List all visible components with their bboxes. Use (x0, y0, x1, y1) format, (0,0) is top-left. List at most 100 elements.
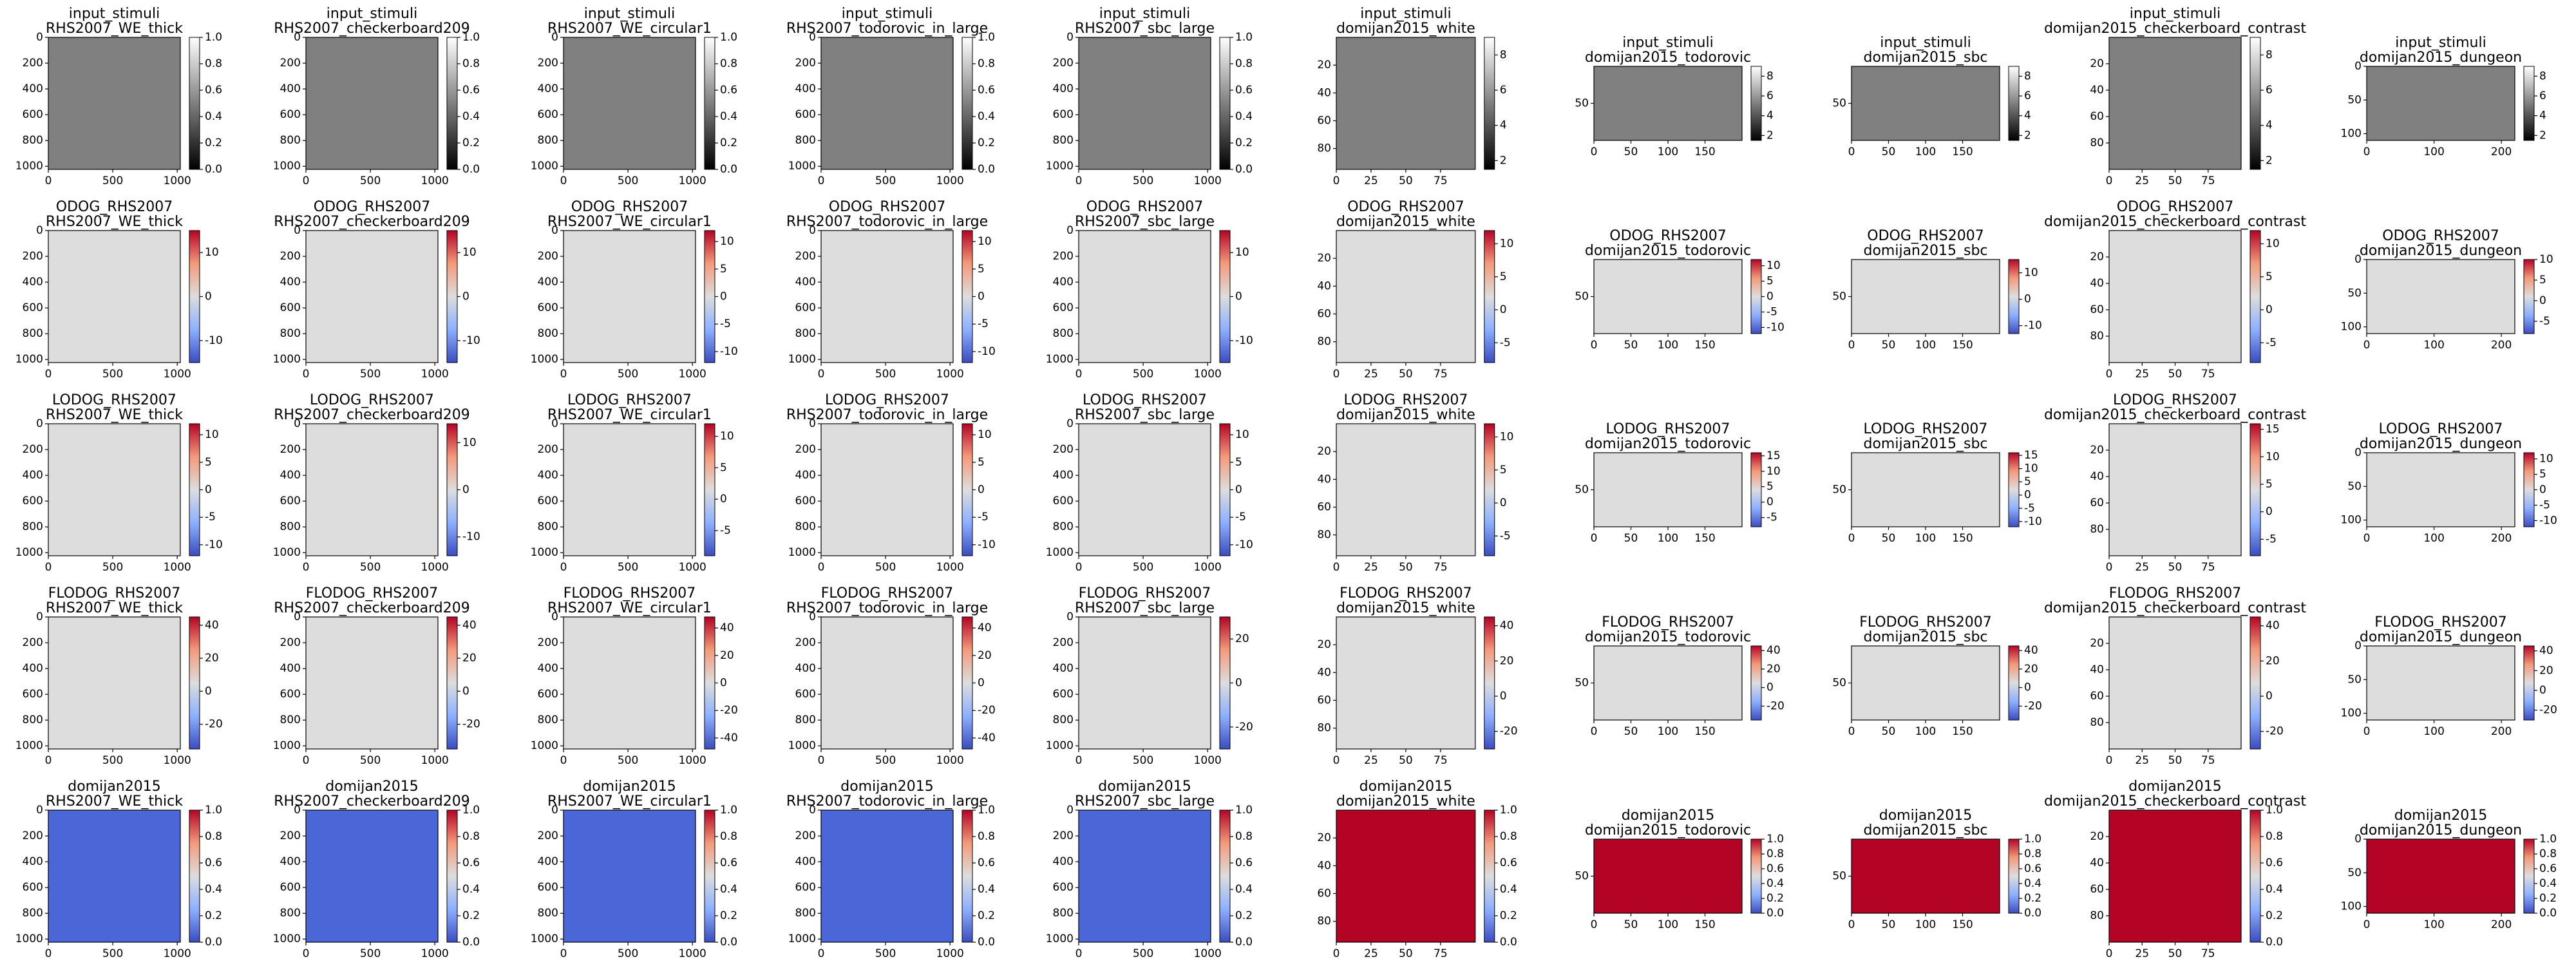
colorbar-tick-label: 2 (2024, 129, 2031, 142)
colorbar-tick-label: 5 (1766, 275, 1774, 288)
x-tick-label: 75 (1434, 175, 1448, 187)
y-tick-label: 200 (538, 636, 558, 649)
colorbar-tick-label: 0.6 (205, 857, 222, 869)
x-tick-label: 1000 (164, 561, 191, 574)
colorbar-tick-label: 0.4 (978, 110, 995, 123)
colorbar-tick-label: 0.2 (462, 909, 480, 922)
colorbar-tick-label: 5 (2539, 274, 2546, 287)
colorbar (446, 37, 458, 170)
colorbar-tick-label: 20 (978, 649, 992, 662)
colorbar-tick-label: 10 (1235, 428, 1249, 441)
x-tick-label: 500 (875, 368, 896, 381)
y-tick-label: 400 (1053, 276, 1074, 289)
y-tick-label: 80 (2090, 137, 2104, 149)
x-tick-label: 1000 (421, 175, 449, 187)
colorbar-tick-label: 0.0 (205, 936, 222, 949)
colorbar-tick-label: 0.4 (2539, 877, 2557, 890)
y-tick-label: 20 (2090, 637, 2104, 650)
y-tick-label: 20 (1317, 831, 1331, 844)
x-tick-label: 1000 (936, 754, 964, 767)
colorbar-tick-label: -10 (462, 531, 480, 544)
y-tick-label: 400 (1053, 82, 1074, 95)
colorbar-tick-label: 0.6 (1500, 857, 1517, 869)
colorbar-tick-label: 0 (2266, 303, 2273, 316)
colorbar-tick-label: -20 (978, 704, 996, 717)
y-tick-label: 800 (280, 714, 301, 726)
panel-title: RHS2007_WE_circular1 (547, 600, 712, 616)
image (820, 230, 954, 363)
image (48, 423, 181, 556)
y-tick-label: 1000 (788, 739, 816, 752)
x-tick-label: 0 (45, 947, 52, 960)
x-tick-label: 0 (45, 368, 52, 381)
panel-title: LODOG_RHS2007 (52, 392, 176, 408)
x-tick-label: 75 (1434, 754, 1448, 767)
colorbar (446, 423, 458, 556)
colorbar-tick-label: 0.6 (2266, 857, 2283, 869)
colorbar-tick-label: 20 (2266, 654, 2280, 667)
panel-title: FLODOG_RHS2007 (306, 585, 439, 601)
colorbar (1750, 452, 1762, 527)
panel-title: ODOG_RHS2007 (571, 199, 688, 215)
panel-title: RHS2007_todorovic_in_large (786, 214, 988, 230)
y-tick-label: 800 (280, 907, 301, 920)
panel-title: RHS2007_checkerboard209 (274, 21, 470, 37)
x-tick-label: 0 (2363, 532, 2371, 545)
colorbar-tick-label: 0.4 (1235, 883, 1253, 896)
panel-title: domijan2015_checkerboard_contrast (2044, 793, 2306, 810)
y-tick-label: 1000 (15, 546, 43, 559)
y-tick-label: 1000 (273, 160, 301, 173)
x-tick-label: 50 (2168, 754, 2183, 767)
colorbar (1750, 838, 1762, 914)
x-tick-label: 500 (1133, 947, 1153, 960)
colorbar-tick-label: 0.2 (1766, 892, 1784, 905)
y-tick-label: 60 (1317, 500, 1331, 513)
panel-title: FLODOG_RHS2007 (2374, 614, 2507, 630)
y-tick-label: 0 (809, 611, 816, 623)
panel-title: FLODOG_RHS2007 (1602, 614, 1734, 630)
x-tick-label: 0 (1848, 725, 1855, 738)
x-tick-label: 50 (2168, 561, 2183, 574)
panel-title: input_stimuli (842, 6, 933, 22)
x-tick-label: 500 (1133, 175, 1153, 187)
y-tick-label: 800 (538, 907, 558, 920)
x-tick-label: 1000 (421, 947, 449, 960)
x-tick-label: 1000 (679, 175, 706, 187)
x-tick-label: 500 (875, 754, 896, 767)
colorbar-tick-label: 0 (205, 685, 212, 697)
panel-title: FLODOG_RHS2007 (1859, 614, 1992, 630)
colorbar-tick-label: 40 (978, 621, 992, 634)
colorbar-tick-label: -10 (205, 538, 223, 551)
colorbar-tick-label: -10 (205, 334, 223, 347)
x-tick-label: 50 (1624, 918, 1638, 931)
panel-title: RHS2007_WE_thick (46, 600, 183, 616)
x-tick-label: 0 (560, 947, 567, 960)
colorbar-tick-label: 0 (2539, 684, 2546, 697)
y-tick-label: 50 (1832, 870, 1846, 883)
y-tick-label: 1000 (788, 933, 816, 945)
panel-title: ODOG_RHS2007 (829, 199, 945, 215)
x-tick-label: 1000 (1194, 175, 1222, 187)
colorbar-tick-label: 10 (462, 246, 477, 259)
colorbar (2249, 423, 2261, 556)
x-tick-label: 0 (818, 368, 825, 381)
x-tick-label: 0 (1075, 754, 1083, 767)
panel-title: domijan2015_dungeon (2360, 243, 2522, 259)
y-tick-label: 400 (23, 855, 43, 868)
colorbar-tick-label: 0.6 (978, 84, 995, 97)
panel-title: domijan2015_checkerboard_contrast (2044, 214, 2306, 230)
x-tick-label: 500 (360, 754, 381, 767)
x-tick-label: 500 (102, 947, 123, 960)
x-tick-label: 500 (102, 368, 123, 381)
y-tick-label: 0 (1066, 611, 1074, 623)
y-tick-label: 600 (1053, 108, 1074, 121)
panel-title: RHS2007_WE_circular1 (547, 214, 712, 230)
colorbar-tick-label: -20 (2266, 725, 2284, 738)
colorbar-tick-label: 10 (462, 436, 477, 449)
y-tick-label: 800 (538, 327, 558, 340)
colorbar-tick-label: 0 (978, 484, 985, 497)
image (2108, 37, 2242, 170)
colorbar-tick-label: 0.2 (978, 137, 995, 149)
colorbar-tick-label: -5 (978, 317, 989, 330)
panel-title: input_stimuli (1360, 6, 1451, 22)
